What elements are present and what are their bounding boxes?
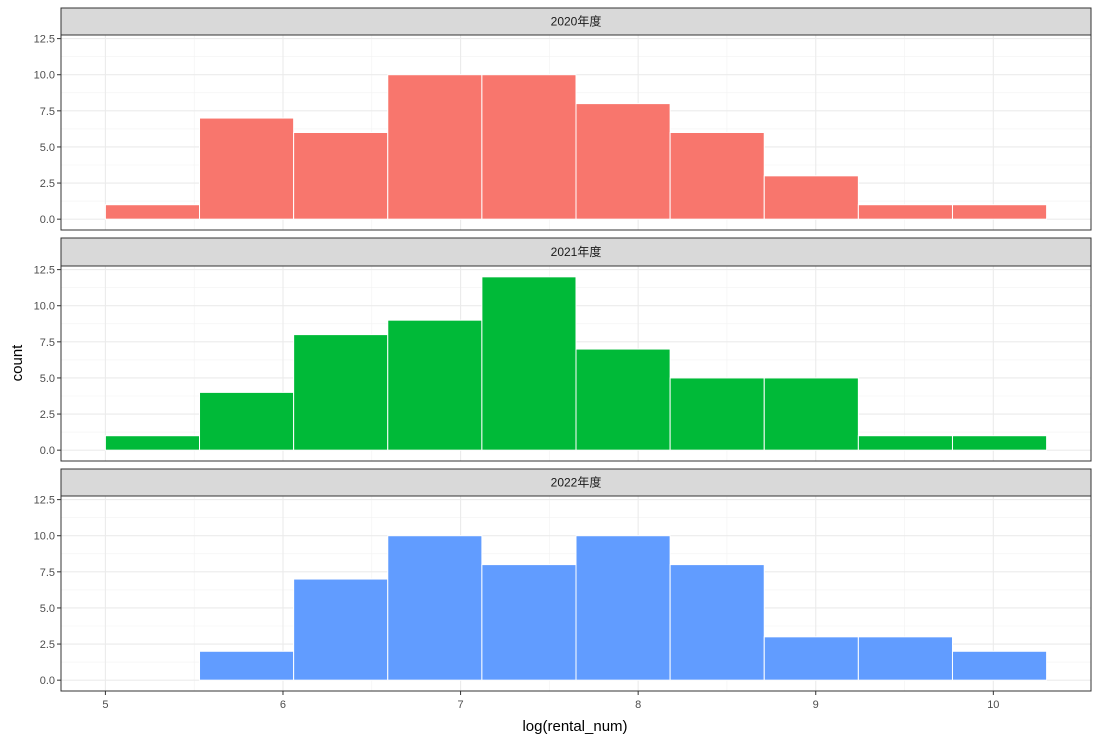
facet-panels: 2020年度 0.0 2.5 5.0 7.5 10.0 12.5 2021年度 0.0 2.5 5.… (34, 7, 1092, 692)
x-axis-title: log(rental_num) (522, 718, 627, 735)
y-tick-label: 12.5 (34, 265, 55, 277)
facet-strip (60, 468, 1092, 497)
histogram-bar (199, 117, 295, 220)
panel-border (60, 265, 1092, 462)
histogram-bar (763, 175, 859, 220)
histogram-bar (951, 204, 1048, 220)
histogram-bar (387, 535, 483, 681)
panel-border (60, 495, 1092, 692)
x-tick-label: 6 (280, 699, 286, 711)
histogram-bar (199, 391, 295, 451)
facet-strip (60, 7, 1092, 36)
y-tick-label: 7.5 (40, 567, 55, 579)
y-tick-label: 12.5 (34, 495, 55, 507)
histogram-bar (857, 636, 953, 681)
histogram-bar (293, 334, 389, 451)
y-tick-label: 10.0 (34, 531, 55, 543)
histogram-bar (857, 435, 953, 451)
histogram-bar (104, 204, 201, 220)
y-tick-label: 10.0 (34, 70, 55, 82)
y-tick-label: 2.5 (40, 178, 55, 190)
histogram-bar (951, 650, 1048, 681)
histogram-bar (669, 564, 765, 681)
facet-panel-3: 2022年度 0.0 2.5 5.0 7.5 10.0 12.5 (34, 468, 1092, 692)
x-tick-label: 5 (102, 699, 108, 711)
histogram-bar (387, 74, 483, 220)
y-tick-label: 0.0 (40, 675, 55, 687)
histogram-bar (763, 377, 859, 451)
y-tick-label: 5.0 (40, 373, 55, 385)
histogram-bar (669, 132, 765, 220)
histogram-bar (293, 132, 389, 220)
histogram-bar (481, 276, 577, 451)
histogram-bar (293, 578, 389, 681)
histogram-bar (481, 74, 577, 220)
y-axis-title: count (9, 344, 26, 382)
histogram-bar (199, 650, 295, 681)
facet-strip-label: 2022年度 (551, 475, 602, 490)
histogram-bar (104, 435, 201, 451)
facet-strip-label: 2021年度 (551, 244, 602, 259)
histogram-bar (857, 204, 953, 220)
histogram-bar (951, 435, 1048, 451)
y-tick-label: 10.0 (34, 301, 55, 313)
x-tick-label: 8 (635, 699, 641, 711)
y-tick-label: 0.0 (40, 445, 55, 457)
facet-strip-label: 2020年度 (551, 14, 602, 29)
y-tick-label: 0.0 (40, 214, 55, 226)
histogram-bar (481, 564, 577, 681)
histogram-bar (575, 535, 671, 681)
facet-panel-1: 2020年度 0.0 2.5 5.0 7.5 10.0 12.5 (34, 7, 1092, 231)
x-tick-label: 7 (458, 699, 464, 711)
histogram-bar (575, 348, 671, 451)
y-tick-label: 2.5 (40, 639, 55, 651)
y-tick-label: 5.0 (40, 142, 55, 154)
histogram-bar (669, 377, 765, 451)
panel-border (60, 34, 1092, 231)
x-axis: 5 6 7 8 9 10 (102, 691, 999, 711)
x-tick-label: 10 (987, 699, 999, 711)
y-tick-label: 2.5 (40, 409, 55, 421)
y-tick-label: 12.5 (34, 34, 55, 46)
histogram-bar (763, 636, 859, 681)
histogram-bar (575, 103, 671, 220)
x-tick-label: 9 (813, 699, 819, 711)
facet-panel-2: 2021年度 0.0 2.5 5.0 7.5 10.0 12.5 (34, 237, 1092, 462)
y-tick-label: 7.5 (40, 106, 55, 118)
y-tick-label: 7.5 (40, 337, 55, 349)
histogram-bar (387, 319, 483, 451)
y-tick-label: 5.0 (40, 603, 55, 615)
